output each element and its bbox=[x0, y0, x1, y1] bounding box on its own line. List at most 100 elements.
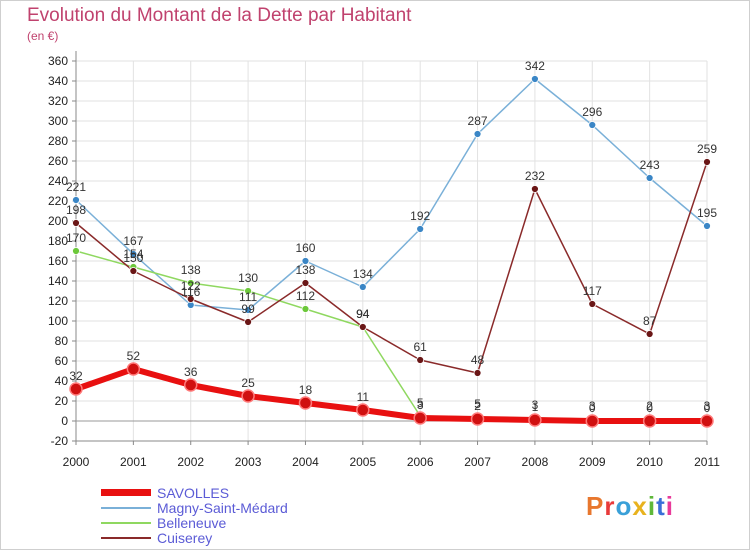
y-tick-label: 240 bbox=[48, 174, 68, 188]
x-tick-label: 2004 bbox=[292, 455, 319, 469]
y-tick-label: 140 bbox=[48, 274, 68, 288]
legend-item-magny-saint-medard: Magny-Saint-Médard bbox=[101, 500, 288, 516]
data-label: 122 bbox=[181, 279, 201, 293]
data-point bbox=[588, 300, 597, 308]
x-tick-label: 2008 bbox=[522, 455, 549, 469]
data-point bbox=[703, 222, 711, 230]
data-point bbox=[703, 158, 711, 166]
data-point bbox=[298, 396, 313, 410]
legend-swatch bbox=[101, 536, 151, 539]
x-tick-label: 2002 bbox=[177, 455, 204, 469]
data-point bbox=[588, 121, 597, 129]
data-point bbox=[700, 414, 714, 428]
y-tick-labels: -20 0 20 40 60 80 100 120 140 160 180 200 220 240 260 2… bbox=[48, 54, 68, 448]
data-point bbox=[186, 295, 195, 303]
data-point bbox=[413, 411, 427, 425]
series-line-0 bbox=[75, 366, 707, 424]
data-label: 25 bbox=[241, 376, 255, 390]
data-label: 0 bbox=[589, 401, 596, 415]
data-point bbox=[473, 130, 482, 138]
data-label: 232 bbox=[525, 169, 545, 183]
data-label: 2 bbox=[646, 399, 653, 413]
data-point bbox=[473, 369, 482, 377]
data-label: 61 bbox=[414, 340, 428, 354]
legend-item-cuiserey: Cuiserey bbox=[101, 530, 288, 546]
data-label: 3 bbox=[417, 398, 424, 412]
data-label: 3 bbox=[704, 399, 711, 413]
data-label: 48 bbox=[471, 353, 485, 367]
y-tick-label: 280 bbox=[48, 134, 68, 148]
logo-letter: t bbox=[656, 491, 666, 521]
data-label: 5 bbox=[417, 396, 424, 410]
data-point bbox=[416, 356, 425, 364]
data-label: 134 bbox=[353, 267, 373, 281]
y-tick-label: -20 bbox=[51, 434, 69, 448]
data-point bbox=[72, 196, 80, 204]
data-point bbox=[72, 247, 80, 255]
x-tick-labels: 2000 2001 2002 2003 2004 2005 2006 2007 2008 2009… bbox=[63, 455, 721, 469]
chart-title: Evolution du Montant de la Dette par Hab… bbox=[27, 5, 412, 26]
y-tick-label: 80 bbox=[55, 334, 69, 348]
data-label: 138 bbox=[181, 263, 201, 277]
x-tick-label: 2000 bbox=[63, 455, 90, 469]
data-point bbox=[301, 305, 310, 313]
legend-item-savolles: SAVOLLES bbox=[101, 484, 288, 501]
data-label: 1 bbox=[532, 400, 539, 414]
data-point bbox=[126, 362, 141, 376]
data-label: 130 bbox=[238, 271, 258, 285]
logo-letter: o bbox=[615, 491, 633, 521]
legend: SAVOLLES Magny-Saint-Médard Belleneuve C… bbox=[101, 484, 288, 546]
data-label: 3 bbox=[532, 398, 539, 412]
data-label: 116 bbox=[181, 285, 200, 299]
x-tick-label: 2009 bbox=[579, 455, 606, 469]
legend-item-belleneuve: Belleneuve bbox=[101, 514, 288, 531]
y-tick-label: 100 bbox=[48, 314, 68, 328]
data-label: 0 bbox=[646, 401, 653, 415]
y-tick-label: 340 bbox=[48, 74, 68, 88]
chart-subtitle: (en €) bbox=[27, 29, 59, 43]
data-point bbox=[585, 414, 600, 428]
data-label: 259 bbox=[697, 142, 717, 156]
data-point bbox=[528, 413, 542, 427]
data-label: 2 bbox=[474, 399, 481, 413]
data-point bbox=[244, 306, 252, 314]
data-point bbox=[645, 330, 654, 338]
y-tick-label: 260 bbox=[48, 154, 68, 168]
series-line-3 bbox=[75, 161, 708, 374]
y-tick-label: 0 bbox=[61, 414, 68, 428]
data-label: 11 bbox=[357, 390, 370, 404]
data-label: 138 bbox=[295, 263, 315, 277]
data-label: 117 bbox=[583, 284, 602, 298]
legend-label: SAVOLLES bbox=[157, 484, 230, 501]
data-label: 0 bbox=[704, 401, 711, 415]
data-label: 296 bbox=[582, 105, 602, 119]
data-point bbox=[244, 318, 252, 326]
data-point bbox=[69, 382, 83, 396]
data-label: 287 bbox=[468, 114, 488, 128]
data-label: 94 bbox=[356, 307, 370, 321]
y-tick-label: 40 bbox=[55, 374, 69, 388]
y-tick-label: 180 bbox=[48, 234, 68, 248]
data-label: 221 bbox=[66, 180, 86, 194]
data-label: 32 bbox=[69, 369, 83, 383]
data-point bbox=[301, 279, 310, 287]
series-line-2 bbox=[75, 250, 707, 420]
data-point bbox=[531, 75, 539, 83]
data-point bbox=[356, 403, 370, 417]
data-label: 195 bbox=[697, 206, 717, 220]
data-label: 52 bbox=[127, 349, 141, 363]
proxiti-logo: Proxiti bbox=[586, 491, 674, 522]
logo-letter: i bbox=[647, 491, 657, 521]
y-tick-label: 320 bbox=[48, 94, 68, 108]
legend-label: Belleneuve bbox=[157, 514, 227, 531]
data-label: 99 bbox=[241, 302, 255, 316]
data-label: 192 bbox=[410, 209, 430, 223]
logo-letter: P bbox=[586, 491, 605, 521]
data-label: 243 bbox=[640, 158, 660, 172]
data-point bbox=[183, 378, 198, 392]
y-tick-label: 120 bbox=[48, 294, 68, 308]
data-point bbox=[358, 323, 367, 331]
